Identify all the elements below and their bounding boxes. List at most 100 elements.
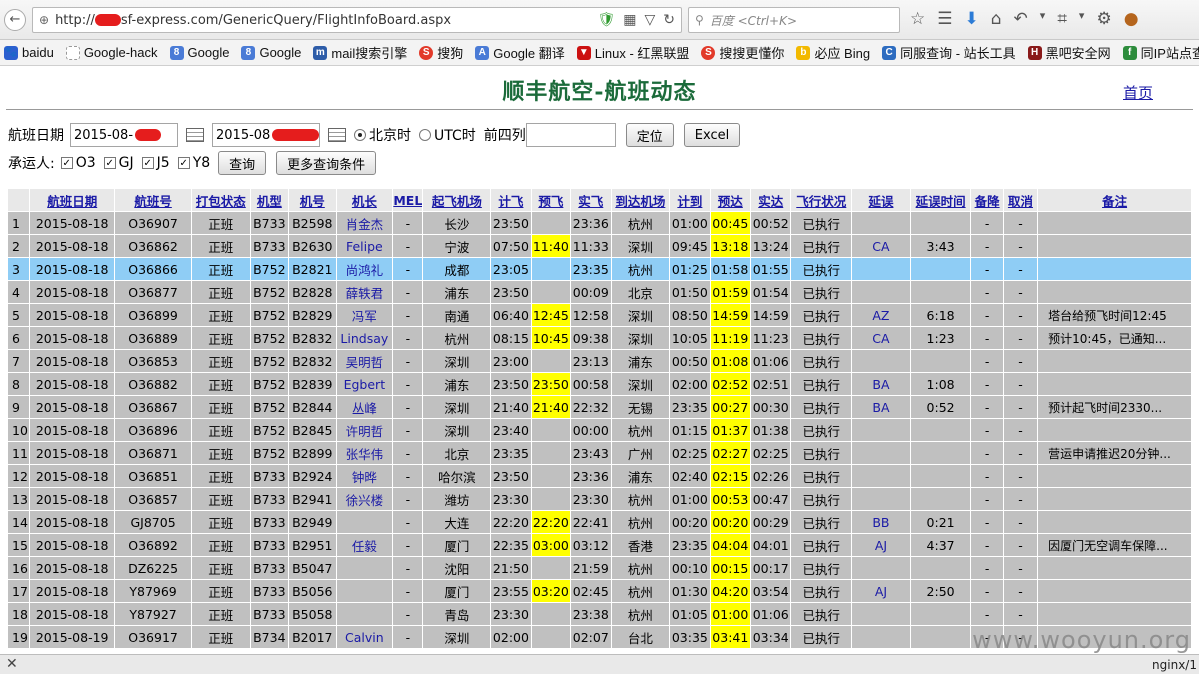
dropdown-icon[interactable]: ▽	[644, 12, 656, 28]
calendar-icon[interactable]	[186, 128, 204, 142]
column-header[interactable]: 备降	[970, 188, 1004, 212]
table-cell: 00:15	[709, 556, 752, 580]
column-header[interactable]: 预达	[709, 188, 752, 212]
bookmark-google-hack[interactable]: Google-hack	[65, 45, 158, 60]
column-header[interactable]: 备注	[1037, 188, 1192, 212]
bookmark-bing[interactable]: b 必应 Bing	[796, 43, 870, 62]
table-row[interactable]: 3 2015-08-18 O36866 正班 B752 B2821 尚鸿礼 - 成都 23:05 2…	[6, 257, 1192, 281]
bookmark-sogou[interactable]: S 搜狗	[419, 43, 463, 62]
table-cell: 21:59	[570, 556, 612, 580]
table-row[interactable]: 14 2015-08-18 GJ8705 正班 B733 B2949- 大连 22:20 22:…	[6, 510, 1192, 534]
table-cell: 23:50	[530, 372, 572, 396]
more-conditions-button[interactable]: 更多查询条件	[276, 151, 377, 175]
table-row[interactable]: 13 2015-08-18 O36857 正班 B733 B2941 徐兴楼 - 潍坊 23:30…	[6, 487, 1192, 511]
bookmark-same-ip[interactable]: f同IP站点查询,IP地址...	[1122, 43, 1199, 62]
column-header[interactable]: MEL	[392, 188, 424, 212]
home-link[interactable]: 首页	[1122, 84, 1153, 102]
column-header[interactable]: 机长	[335, 188, 394, 212]
column-header[interactable]: 起飞机场	[422, 188, 492, 212]
bookmark-soso[interactable]: S 搜搜更懂你	[701, 43, 784, 62]
date-to-input[interactable]: 2015-08	[212, 123, 320, 147]
table-cell: 12:45	[530, 303, 572, 327]
table-cell: 01:06	[750, 349, 792, 373]
undo-icon[interactable]: ↶	[1013, 9, 1028, 29]
bookmark-baidu[interactable]: 🐾 baidu	[4, 45, 54, 60]
table-cell: -	[392, 349, 424, 373]
bookmark-mail-search[interactable]: m mail搜索引擎	[313, 43, 407, 62]
bookmark-linux-hackbase[interactable]: ▼ Linux - 红黑联盟	[576, 43, 689, 62]
table-row[interactable]: 7 2015-08-18 O36853 正班 B752 B2832 吴明哲 - 深圳 23:00 2…	[6, 349, 1192, 373]
column-header[interactable]: 取消	[1002, 188, 1039, 212]
carrier-checkbox-o3[interactable]: ✓	[60, 157, 73, 169]
table-row[interactable]: 9 2015-08-18 O36867 正班 B752 B2844 丛峰 - 深圳 21:40 21…	[6, 395, 1192, 419]
table-row[interactable]: 16 2015-08-18 DZ6225 正班 B733 B5047- 沈阳 21:50 21:…	[6, 556, 1192, 580]
bookmark-google-translate[interactable]: A Google 翻译	[475, 43, 565, 62]
table-row[interactable]: 15 2015-08-18 O36892 正班 B733 B2951 任毅 - 厦门 22:35 0…	[6, 533, 1192, 557]
close-icon[interactable]: ✕	[6, 656, 18, 672]
column-header[interactable]: 机型	[249, 188, 290, 212]
download-icon[interactable]: ⬇	[964, 9, 979, 29]
table-cell	[335, 579, 394, 603]
reload-icon[interactable]: ↻	[663, 12, 675, 28]
table-row[interactable]: 17 2015-08-18 Y87969 正班 B733 B5056- 厦门 23:55 03:…	[6, 579, 1192, 603]
reading-list-icon[interactable]: ☰	[937, 9, 953, 29]
table-row[interactable]: 19 2015-08-19 O36917 正班 B734 B2017 Calvin - 深圳 02…	[6, 625, 1192, 649]
crop-icon[interactable]: ⌗	[1057, 9, 1067, 29]
shield-icon[interactable]: 🛡	[597, 12, 616, 28]
column-header[interactable]: 预飞	[530, 188, 572, 212]
table-row[interactable]: 8 2015-08-18 O36882 正班 B752 B2839 Egbert - 浦东 23:…	[6, 372, 1192, 396]
table-row[interactable]: 5 2015-08-18 O36899 正班 B752 B2829 冯军 - 南通 06:40 12…	[6, 303, 1192, 327]
star-icon[interactable]: ☆	[910, 9, 926, 29]
table-row[interactable]: 18 2015-08-18 Y87927 正班 B733 B5058- 青岛 23:30 23:…	[6, 602, 1192, 626]
qr-code-icon[interactable]: ▦	[623, 12, 637, 28]
carrier-checkbox-j5[interactable]: ✓	[141, 157, 154, 169]
query-button[interactable]: 查询	[218, 151, 267, 175]
table-cell: -	[1002, 372, 1039, 396]
table-cell: 18	[6, 602, 31, 626]
bookmark-chinaz[interactable]: C 同服查询 - 站长工具	[882, 43, 1016, 62]
column-header[interactable]: 实达	[750, 188, 792, 212]
date-from-input[interactable]: 2015-08-	[70, 123, 178, 147]
table-row[interactable]: 11 2015-08-18 O36871 正班 B752 B2899 张华伟 - 北京 23:35…	[6, 441, 1192, 465]
search-input[interactable]: ⚲ 百度 <Ctrl+K>	[688, 7, 900, 33]
column-header[interactable]: 实飞	[570, 188, 612, 212]
table-row[interactable]: 6 2015-08-18 O36889 正班 B752 B2832 Lindsay - 杭州 08…	[6, 326, 1192, 350]
column-header[interactable]: 延误	[851, 188, 911, 212]
utc-time-radio[interactable]	[419, 129, 431, 141]
table-cell: 23:00	[490, 349, 532, 373]
column-header[interactable]: 飞行状况	[790, 188, 853, 212]
url-bar[interactable]: ⊕ http://sf-express.com/GenericQuery/Fli…	[32, 7, 682, 33]
back-icon[interactable]: ←	[4, 9, 26, 31]
carrier-checkbox-y8[interactable]: ✓	[177, 157, 190, 169]
calendar-icon[interactable]	[328, 128, 346, 142]
column-header[interactable]: 计飞	[490, 188, 532, 212]
bookmark-google-2[interactable]: 8 Google	[241, 45, 301, 60]
gear-icon[interactable]: ⚙	[1096, 9, 1112, 29]
column-header[interactable]: 到达机场	[610, 188, 671, 212]
excel-button[interactable]: Excel	[683, 123, 741, 147]
table-row[interactable]: 4 2015-08-18 O36877 正班 B752 B2828 薛轶君 - 浦东 23:50 0…	[6, 280, 1192, 304]
carrier-checkbox-gj[interactable]: ✓	[103, 157, 116, 169]
chevron-down-icon[interactable]: ▾	[1078, 9, 1085, 22]
bookmarks-bar: 🐾 baidu Google-hack 8 Google 8 Google m mail…	[0, 40, 1199, 66]
column-header[interactable]: 延误时间	[909, 188, 972, 212]
chevron-down-icon[interactable]: ▾	[1039, 9, 1046, 22]
bookmark-google-1[interactable]: 8 Google	[169, 45, 229, 60]
first-four-input[interactable]	[525, 123, 616, 147]
monkey-icon[interactable]: ●	[1123, 9, 1139, 29]
table-cell: 5	[6, 303, 31, 327]
table-row[interactable]: 12 2015-08-18 O36851 正班 B733 B2924 钟晔 - 哈尔滨 23:50…	[6, 464, 1192, 488]
bookmark-hackbar[interactable]: H 黑吧安全网	[1027, 43, 1111, 62]
table-row[interactable]: 2 2015-08-18 O36862 正班 B733 B2630 Felipe - 宁波 07:…	[6, 234, 1192, 258]
column-header[interactable]: 航班号	[114, 188, 192, 212]
column-header[interactable]: 机号	[288, 188, 337, 212]
locate-button[interactable]: 定位	[625, 123, 674, 147]
column-header[interactable]: 打包状态	[190, 188, 251, 212]
table-cell	[909, 602, 972, 626]
column-header[interactable]: 航班日期	[29, 188, 116, 212]
beijing-time-radio[interactable]	[354, 129, 366, 141]
home-icon[interactable]: ⌂	[990, 9, 1002, 29]
column-header[interactable]: 计到	[669, 188, 711, 212]
table-row[interactable]: 1 2015-08-18 O36907 正班 B733 B2598 肖金杰 - 长沙 23:50 2…	[6, 211, 1192, 235]
table-row[interactable]: 10 2015-08-18 O36896 正班 B752 B2845 许明哲 - 深圳 23:40…	[6, 418, 1192, 442]
